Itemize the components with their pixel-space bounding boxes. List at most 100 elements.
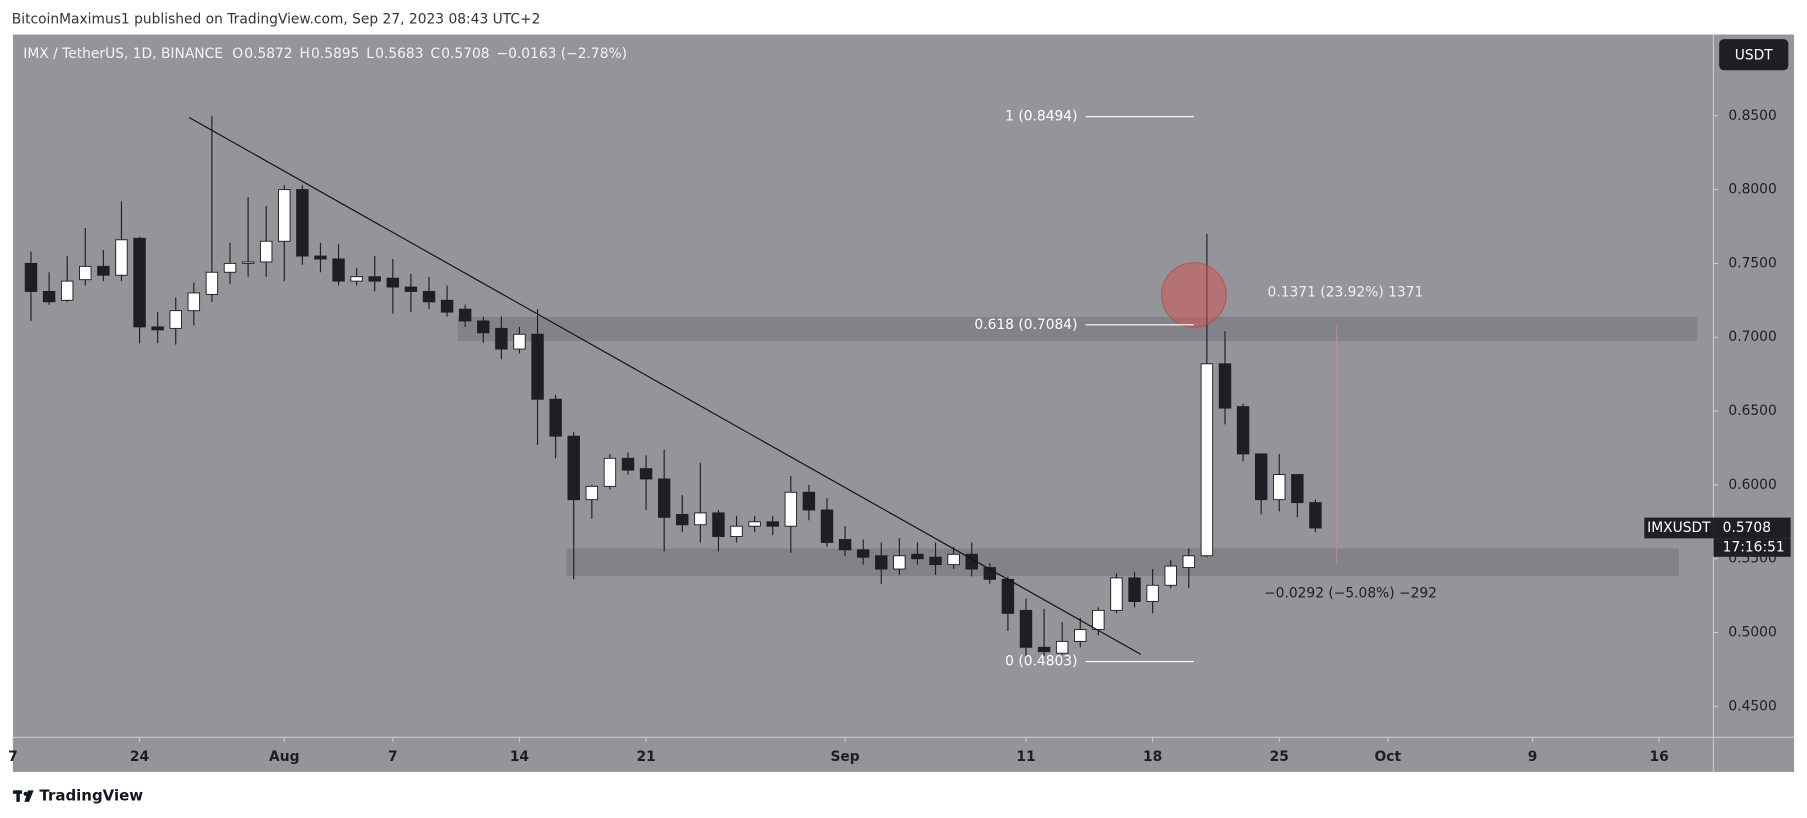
y-tick-label: 0.5000 [1728, 625, 1776, 641]
candle-body [676, 513, 689, 526]
candle-body [802, 491, 816, 511]
candle-body [603, 457, 617, 487]
highlight-circle [1160, 262, 1227, 328]
candle-body [911, 553, 924, 560]
candle-body [1074, 629, 1087, 642]
candle-body [278, 189, 291, 242]
legend-key: C [430, 46, 440, 62]
candle-body [875, 555, 888, 570]
candle-body [1128, 577, 1141, 602]
candle-body [1146, 584, 1159, 602]
candle-body [60, 280, 74, 301]
y-tick-label: 0.8000 [1728, 182, 1776, 198]
candle-body [730, 525, 743, 538]
candle-body [169, 310, 182, 329]
candles [24, 115, 1322, 660]
candle-body [1291, 474, 1304, 504]
legend-change: −0.0163 (−2.78%) [496, 46, 627, 62]
y-tick-label: 0.6000 [1728, 477, 1776, 493]
candle-body [766, 521, 779, 527]
candle-body [386, 277, 400, 288]
candle-body [404, 286, 418, 292]
candle-body [639, 468, 653, 480]
x-tick-label: 16 [1650, 749, 1669, 765]
legend-value: 0.5708 [441, 46, 489, 62]
candle-body [838, 539, 852, 551]
candle-body [947, 553, 960, 566]
price-tag [1713, 517, 1791, 539]
legend-key: H [300, 46, 310, 62]
measurement: −0.0292 (−5.08%) −292 [1264, 585, 1437, 601]
legend-key: L [366, 46, 374, 62]
candle-body [151, 326, 164, 331]
publisher: BitcoinMaximus1 published on TradingView… [12, 12, 541, 28]
candle-body [748, 521, 761, 527]
candle-body [205, 271, 219, 295]
candle-body [1218, 363, 1232, 409]
candle-body [567, 435, 580, 501]
legend: IMX / TetherUS, 1D, BINANCE O0.5872 H0.589… [23, 46, 627, 62]
legend-value: 0.5683 [375, 46, 423, 62]
candle-body [1019, 609, 1033, 648]
x-tick-label: 25 [1270, 749, 1289, 765]
candle-body [1055, 640, 1069, 654]
y-tick-label: 0.6500 [1728, 403, 1776, 419]
candle-body [314, 255, 327, 260]
candle-body [893, 555, 906, 570]
candle-body [350, 276, 363, 282]
candle-body [1110, 577, 1123, 611]
price-tag-label: 0.5708 [1723, 520, 1771, 536]
candle-body [440, 299, 454, 313]
fib-label: 0.618 (0.7084) [974, 317, 1077, 333]
candle-body [133, 237, 146, 328]
candle-body [531, 333, 544, 400]
candle-body [368, 276, 381, 282]
y-tick-label: 0.8500 [1728, 108, 1776, 124]
symbol-tag [1644, 517, 1714, 539]
candle-body [97, 265, 110, 276]
candle-body [657, 478, 671, 518]
x-tick-label: 7 [388, 749, 398, 765]
currency[interactable]: USDT [1735, 47, 1774, 63]
x-tick-label: 21 [636, 749, 655, 765]
x-tick-label: 14 [510, 749, 529, 765]
candle-body [24, 262, 38, 292]
candle-body [712, 512, 725, 538]
x-tick-label: 11 [1016, 749, 1035, 765]
y-tick-label: 0.7000 [1728, 329, 1776, 345]
x-tick-label: 18 [1143, 749, 1162, 765]
candle-body [241, 261, 255, 264]
candle-body [477, 320, 490, 334]
legend-key: O [232, 46, 243, 62]
countdown-tag [1713, 538, 1791, 557]
candle-body [1001, 578, 1015, 614]
candle-body [115, 239, 128, 276]
y-tick-label: 0.7500 [1728, 255, 1776, 271]
candle-body [856, 549, 870, 558]
candle-body [42, 291, 56, 303]
fib-label: 1 (0.8494) [1005, 109, 1077, 125]
candle-body [1092, 609, 1105, 631]
resistance-zone [457, 316, 1698, 342]
candle-body [784, 491, 798, 527]
legend-value: 0.5872 [244, 46, 292, 62]
candle-body [549, 398, 562, 437]
candle-body [621, 457, 635, 471]
candle-body [259, 240, 273, 263]
currency-button[interactable] [1719, 39, 1789, 71]
candle-body [296, 189, 309, 257]
candle-body [458, 308, 472, 322]
x-tick-label: Oct [1375, 749, 1402, 765]
footer-logo-icon [12, 790, 34, 802]
candle-body [694, 512, 707, 526]
candle-body [332, 258, 345, 282]
candle-body [1309, 502, 1322, 529]
candle-body [187, 292, 201, 312]
candle-body [495, 327, 508, 350]
candle-body [1273, 474, 1286, 501]
chart-area [12, 34, 1795, 772]
candle-body [223, 262, 237, 273]
y-tick-label: 0.4500 [1728, 698, 1776, 714]
candle-body [820, 509, 834, 543]
